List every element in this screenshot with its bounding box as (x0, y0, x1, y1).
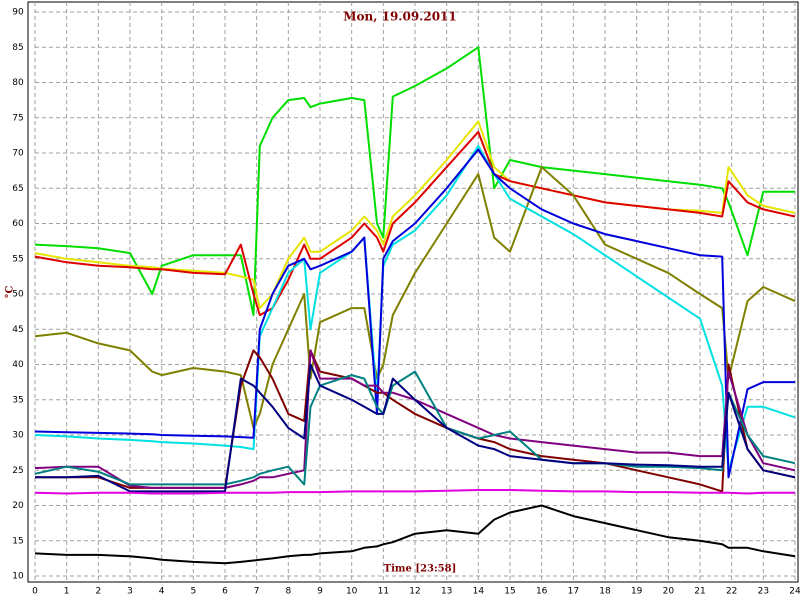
x-tick-label: 16 (536, 587, 548, 597)
series-line (34, 370, 796, 486)
x-tick-label: 11 (378, 587, 389, 597)
x-tick-label: 1 (64, 587, 70, 597)
y-tick-label: 10 (12, 572, 24, 582)
x-tick-label: 23 (758, 587, 769, 597)
x-tick-label: 7 (254, 587, 260, 597)
series-line (34, 349, 796, 489)
x-tick-label: 6 (222, 587, 228, 597)
chart-title: Mon, 19.09.2011 (343, 10, 457, 24)
x-tick-label: 14 (473, 587, 485, 597)
y-tick-label: 45 (12, 325, 23, 335)
y-tick-label: 85 (12, 43, 23, 53)
y-tick-label: 40 (12, 360, 24, 370)
y-tick-label: 50 (12, 290, 24, 300)
series-line (34, 46, 795, 317)
x-tick-label: 13 (441, 587, 452, 597)
x-tick-label: 19 (631, 587, 643, 597)
series-line (35, 363, 796, 493)
x-tick-label: 9 (317, 587, 323, 597)
x-tick-label: 5 (190, 587, 196, 597)
x-tick-label: 10 (346, 587, 358, 597)
y-tick-label: 65 (12, 184, 23, 194)
x-tick-label: 21 (694, 587, 705, 597)
x-tick-label: 0 (32, 587, 38, 597)
x-tick-label: 2 (95, 587, 101, 597)
y-axis-label: °C (5, 285, 16, 298)
y-tick-label: 90 (12, 8, 24, 18)
lines (34, 46, 796, 565)
y-tick-label: 55 (12, 254, 23, 264)
x-tick-label: 18 (599, 587, 611, 597)
x-axis-label: Time [23:58] (384, 564, 457, 575)
y-tick-label: 30 (12, 431, 24, 441)
series-line (34, 504, 796, 565)
y-tick-label: 60 (12, 219, 24, 229)
x-tick-label: 8 (285, 587, 291, 597)
y-tick-label: 15 (12, 536, 23, 546)
y-tick-label: 20 (12, 501, 24, 511)
series-line (34, 130, 796, 317)
x-tick-label: 4 (159, 587, 165, 597)
x-tick-label: 24 (789, 587, 800, 597)
y-tick-label: 70 (12, 149, 24, 159)
y-tick-label: 80 (12, 78, 24, 88)
series-line (34, 489, 795, 495)
x-tick-label: 15 (504, 587, 515, 597)
y-tick-label: 35 (12, 395, 23, 405)
plot-frame (27, 1, 799, 583)
x-tick-label: 12 (409, 587, 420, 597)
y-tick-label: 75 (12, 113, 23, 123)
x-tick-label: 17 (568, 587, 579, 597)
x-tick-label: 20 (663, 587, 675, 597)
grid (34, 2, 796, 582)
y-tick-label: 25 (12, 466, 23, 476)
x-tick-label: 22 (726, 587, 737, 597)
x-tick-label: 3 (127, 587, 133, 597)
